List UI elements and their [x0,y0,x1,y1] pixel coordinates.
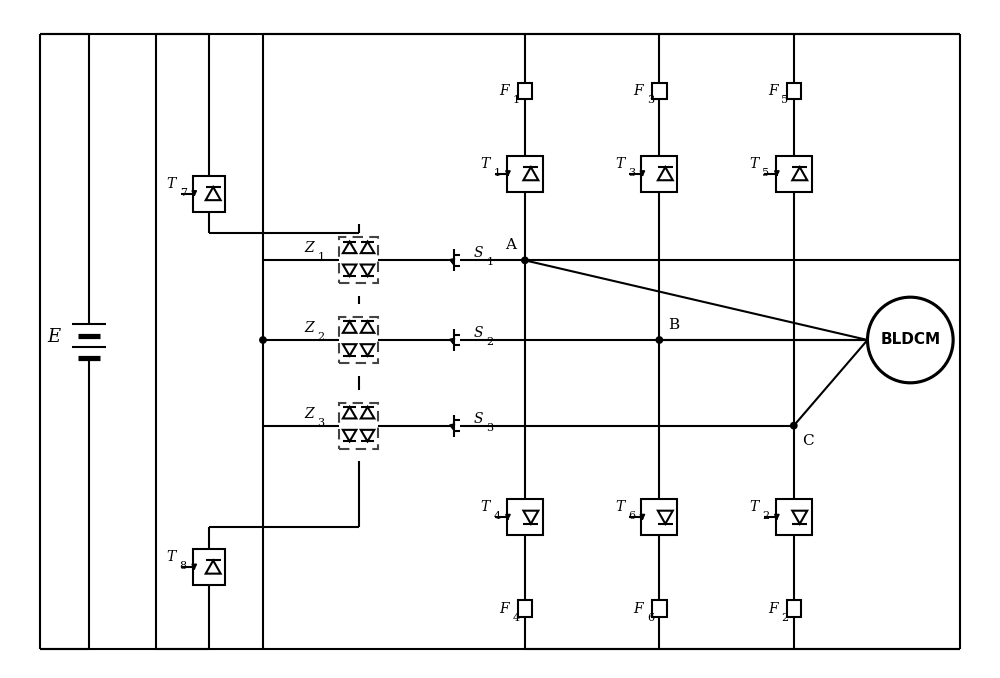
Text: S: S [473,246,483,260]
Text: T: T [167,550,176,564]
Text: 7: 7 [180,188,187,197]
Bar [652,83,667,100]
Text: T: T [749,157,759,171]
Text: Z: Z [304,407,314,420]
Text: BLDCM: BLDCM [880,332,940,348]
Bar [787,601,801,618]
Circle shape [791,422,797,428]
Text: F: F [499,84,509,98]
Text: 2: 2 [762,511,769,521]
Text: 1: 1 [317,252,324,262]
Text: 4: 4 [512,613,519,623]
Bar [776,156,812,192]
Bar [193,176,225,212]
Text: 2: 2 [317,332,324,342]
Text: T: T [167,177,176,191]
Text: 6: 6 [647,613,654,623]
Bar [641,499,677,535]
Bar [652,601,667,618]
Text: T: T [749,500,759,515]
Text: B: B [668,318,679,332]
Bar [776,499,812,535]
Text: 5: 5 [762,167,769,178]
Text: 1: 1 [493,167,501,178]
Text: T: T [615,500,624,515]
Bar [787,83,801,100]
Circle shape [656,337,663,343]
Text: F: F [634,84,643,98]
Text: S: S [473,326,483,340]
Text: C: C [802,434,814,447]
Text: 8: 8 [180,561,187,571]
Text: 3: 3 [317,418,324,428]
Bar [507,156,543,192]
Text: E: E [47,328,60,346]
Text: 5: 5 [781,95,788,105]
Text: 3: 3 [486,422,494,433]
Text: F: F [768,602,778,616]
Text: F: F [634,602,643,616]
Text: 3: 3 [628,167,635,178]
Bar [507,499,543,535]
Text: 2: 2 [781,613,788,623]
Text: 4: 4 [493,511,501,521]
Bar [193,549,225,585]
Text: T: T [480,157,490,171]
Text: T: T [615,157,624,171]
Circle shape [260,337,266,343]
Text: Z: Z [304,241,314,256]
Text: T: T [480,500,490,515]
Text: 6: 6 [628,511,635,521]
Bar [339,237,378,283]
Circle shape [522,257,528,264]
Text: S: S [473,412,483,426]
Bar [518,83,532,100]
Text: Z: Z [304,321,314,335]
Text: F: F [768,84,778,98]
Text: 3: 3 [647,95,654,105]
Text: 1: 1 [486,258,494,267]
Bar [641,156,677,192]
Text: F: F [499,602,509,616]
Text: 1: 1 [512,95,519,105]
Bar [518,601,532,618]
Text: A: A [505,239,516,252]
Bar [339,317,378,363]
Bar [339,403,378,449]
Text: 2: 2 [486,337,494,347]
